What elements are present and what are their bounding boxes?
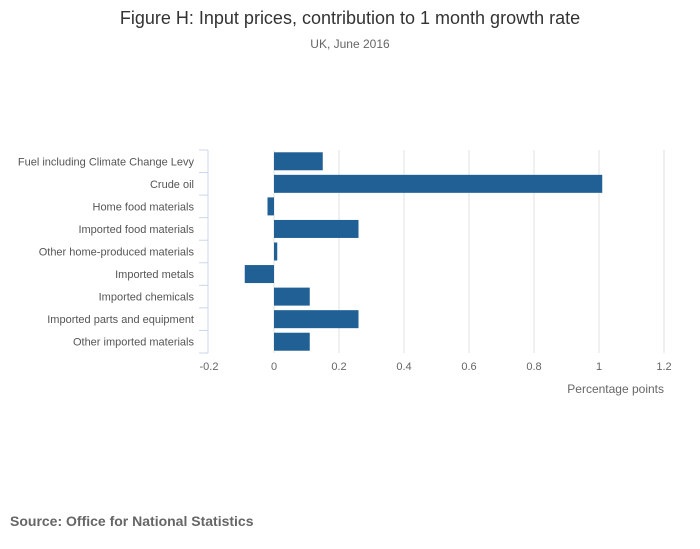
chart-title: Figure H: Input prices, contribution to … [119,8,581,28]
bar [274,287,310,306]
x-tick-label: 0.8 [526,361,541,373]
bar [244,265,274,284]
bar [274,332,310,351]
x-tick-label: 1.2 [656,361,671,373]
bar [274,174,603,193]
category-label: Imported food materials [78,224,194,236]
category-label: Other home-produced materials [39,247,195,259]
bar [274,310,359,329]
bar [274,219,359,238]
bar [267,197,274,216]
x-axis-title: Percentage points [567,382,664,396]
category-label: Imported chemicals [99,292,195,304]
source-note: Source: Office for National Statistics [10,513,254,529]
chart-subtitle: UK, June 2016 [310,37,390,51]
x-tick-label: 0.2 [331,361,346,373]
x-tick-label: 0.6 [461,361,476,373]
category-label: Crude oil [150,179,194,191]
x-tick-label: 0.4 [396,361,411,373]
bar [274,152,323,171]
x-tick-label: 0 [271,361,277,373]
category-label: Fuel including Climate Change Levy [18,156,195,168]
category-label: Other imported materials [73,337,195,349]
x-tick-label: 1 [596,361,602,373]
x-tick-label: -0.2 [200,361,219,373]
bar [274,242,278,261]
category-label: Home food materials [93,201,195,213]
category-label: Imported metals [115,269,194,281]
category-label: Imported parts and equipment [47,314,194,326]
